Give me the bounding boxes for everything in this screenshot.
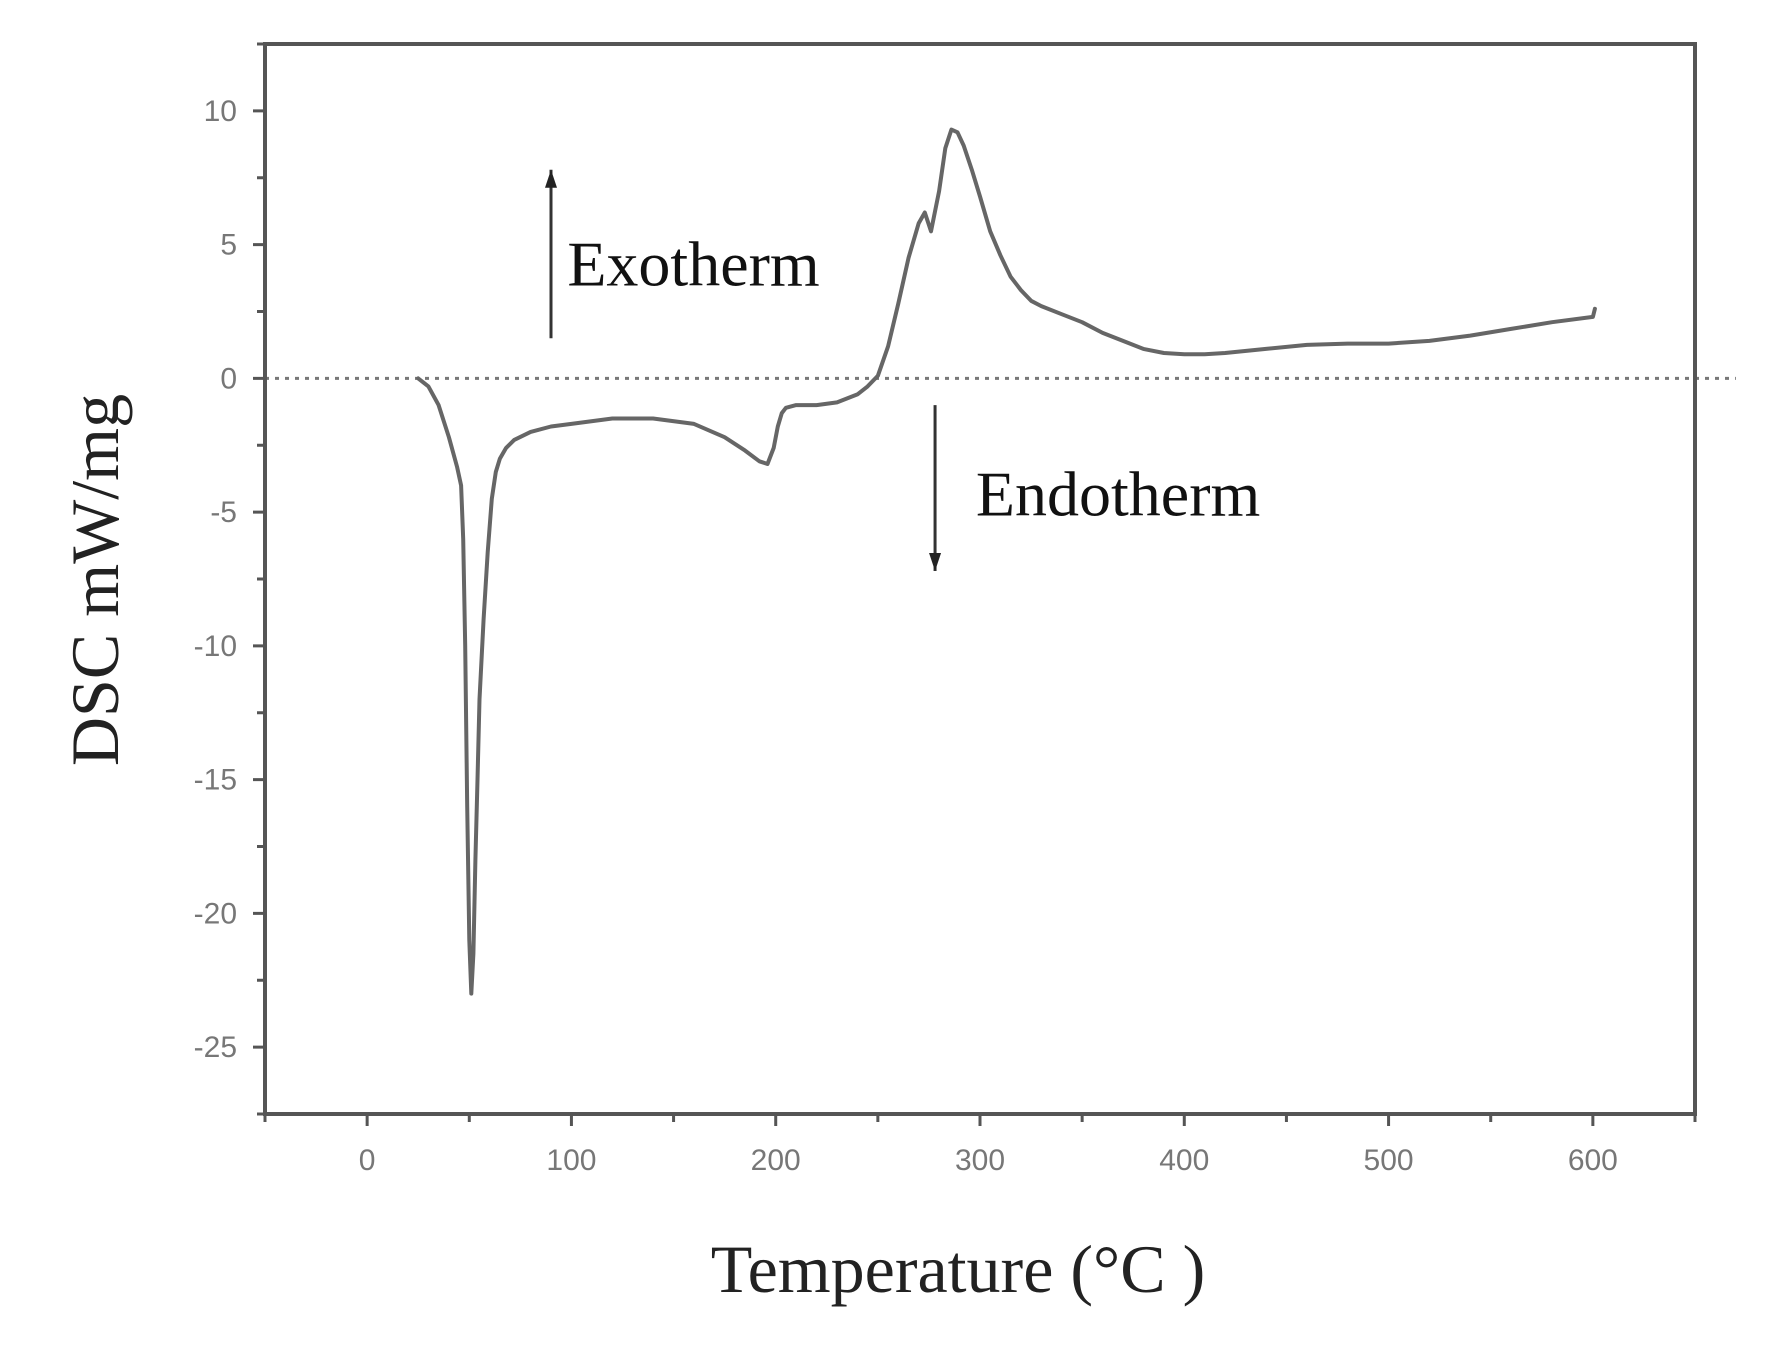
x-tick-label: 0 [359,1144,376,1177]
exotherm-label: Exotherm [567,228,819,299]
exotherm-arrowhead [545,169,557,188]
y-axis-title: DSC mW/mg [57,394,133,766]
dsc-curve [416,127,1597,996]
endotherm-label: Endotherm [976,458,1260,529]
y-tick-label: 10 [204,95,237,128]
y-tick-label: 5 [220,229,237,262]
plot-frame [263,42,1697,1116]
y-tick-label: -20 [194,897,237,930]
y-tick-label: -25 [194,1031,237,1064]
x-tick-label: 100 [546,1144,596,1177]
endotherm-arrowhead [929,552,942,571]
y-tick-label: 0 [220,362,237,395]
x-tick-label: 500 [1364,1144,1414,1177]
x-tick-label: 400 [1159,1144,1209,1177]
y-tick-label: -5 [210,496,237,529]
x-tick-label: 300 [955,1144,1005,1177]
y-tick-label: -15 [194,764,237,797]
x-tick-label: 200 [751,1144,801,1177]
y-tick-label: -10 [194,630,237,663]
x-axis-title: Temperature (°C ) [711,1231,1205,1307]
x-tick-label: 600 [1568,1144,1618,1177]
